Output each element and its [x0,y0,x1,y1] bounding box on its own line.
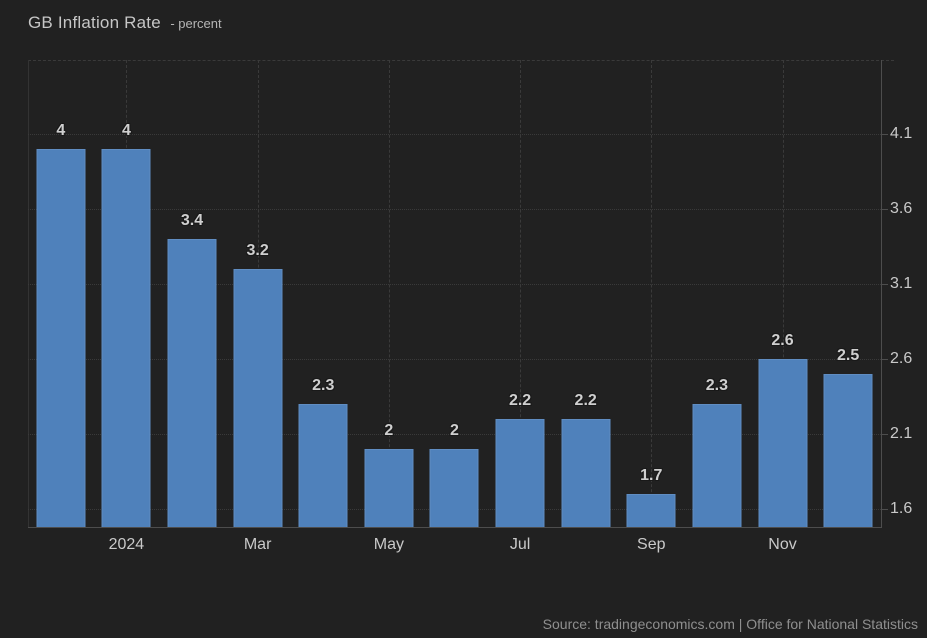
y-axis-tick [881,509,888,510]
horizontal-gridline [28,433,881,435]
vertical-gridline [651,60,653,527]
bar[interactable] [626,493,676,527]
horizontal-gridline [28,283,881,285]
x-tick-label: Nov [768,536,797,553]
chart-subtitle: - percent [170,16,222,31]
y-tick-label: 3.6 [890,200,913,217]
x-tick-label-empty [815,533,881,557]
x-tick-label: Mar [243,536,272,553]
bar-value-label: 4 [121,121,131,139]
bar[interactable] [364,448,414,527]
vertical-gridline [388,60,390,527]
bar-slot: 1.7 [618,60,684,527]
bar-slot: 2.2 [553,60,619,527]
bar-value-label: 2 [384,421,394,439]
bar-slot: 2.3 [290,60,356,527]
bar[interactable] [167,238,217,527]
x-tick-label-empty [28,533,94,557]
bar-value-label: 2.6 [771,331,794,349]
y-axis-tick [881,434,888,435]
bar-slot: 2 [422,60,488,527]
x-tick-label-empty [684,533,750,557]
x-tick-label-empty [290,533,356,557]
bar-slot: 3.4 [159,60,225,527]
vertical-gridline [782,60,784,527]
y-tick-label: 1.6 [890,500,913,517]
x-tick-label-empty [553,533,619,557]
bar-slot: 4 [28,60,94,527]
y-axis-line [881,60,882,528]
bar-value-label: 2.2 [574,391,597,409]
plot-area: 4 4 3.4 3.2 2.3 2 2 2.2 2.2 1.7 2.3 2.6 2.5 [28,60,881,527]
bar[interactable] [823,373,873,527]
bar-value-label: 3.2 [246,241,269,259]
bar[interactable] [495,418,545,527]
bar-value-label: 4 [56,121,66,139]
bar-value-label: 2 [450,421,459,439]
y-tick-label: 4.1 [890,125,913,142]
y-tick-label: 2.1 [890,425,913,442]
bar[interactable] [233,268,283,527]
bar[interactable] [692,403,742,527]
x-tick-label-empty [422,533,488,557]
y-axis-tick [881,209,888,210]
bar-slot: 2.6 [750,60,816,527]
bars-row: 4 4 3.4 3.2 2.3 2 2 2.2 2.2 1.7 2.3 2.6 2.5 [28,60,881,527]
plot-left-border [28,60,29,527]
plot-top-gridline [28,60,894,61]
chart-header: GB Inflation Rate - percent [28,13,222,33]
x-tick-label: 2024 [108,536,145,553]
bar-slot: 4 [94,60,160,527]
x-axis-line [28,527,881,528]
bar[interactable] [298,403,348,527]
bar-value-label: 2.3 [705,376,729,394]
horizontal-gridline [28,358,881,360]
bar[interactable] [429,448,479,527]
bar[interactable] [758,358,807,527]
bar-slot: 2.3 [684,60,750,527]
x-tick-label: Sep [637,536,666,553]
y-tick-label: 2.6 [890,350,913,367]
horizontal-gridline [28,133,881,135]
x-tick-label: May [373,536,404,553]
y-axis-tick [881,284,888,285]
y-axis-tick [881,134,888,135]
source-text: Source: tradingeconomics.com | Office fo… [542,616,918,632]
horizontal-gridline [28,208,881,210]
bar[interactable] [101,148,151,527]
bar-slot: 2.2 [487,60,553,527]
bar-value-label: 3.4 [180,211,204,229]
bar[interactable] [561,418,611,527]
bar-slot: 2.5 [815,60,881,527]
bar-slot: 2 [356,60,422,527]
x-tick-label: Jul [509,536,531,553]
bar-value-label: 2.2 [508,391,532,409]
bar-value-label: 1.7 [640,466,663,484]
y-axis-tick [881,359,888,360]
chart-title: GB Inflation Rate [28,13,161,32]
bar-value-label: 2.5 [836,346,860,364]
y-tick-label: 3.1 [890,275,913,292]
x-axis-labels: 2024 Mar May Jul Sep Nov [28,533,881,557]
x-tick-label-empty [159,533,225,557]
bar-slot: 3.2 [225,60,291,527]
vertical-gridline [520,60,522,527]
bar-value-label: 2.3 [312,376,335,394]
bar[interactable] [36,148,86,527]
